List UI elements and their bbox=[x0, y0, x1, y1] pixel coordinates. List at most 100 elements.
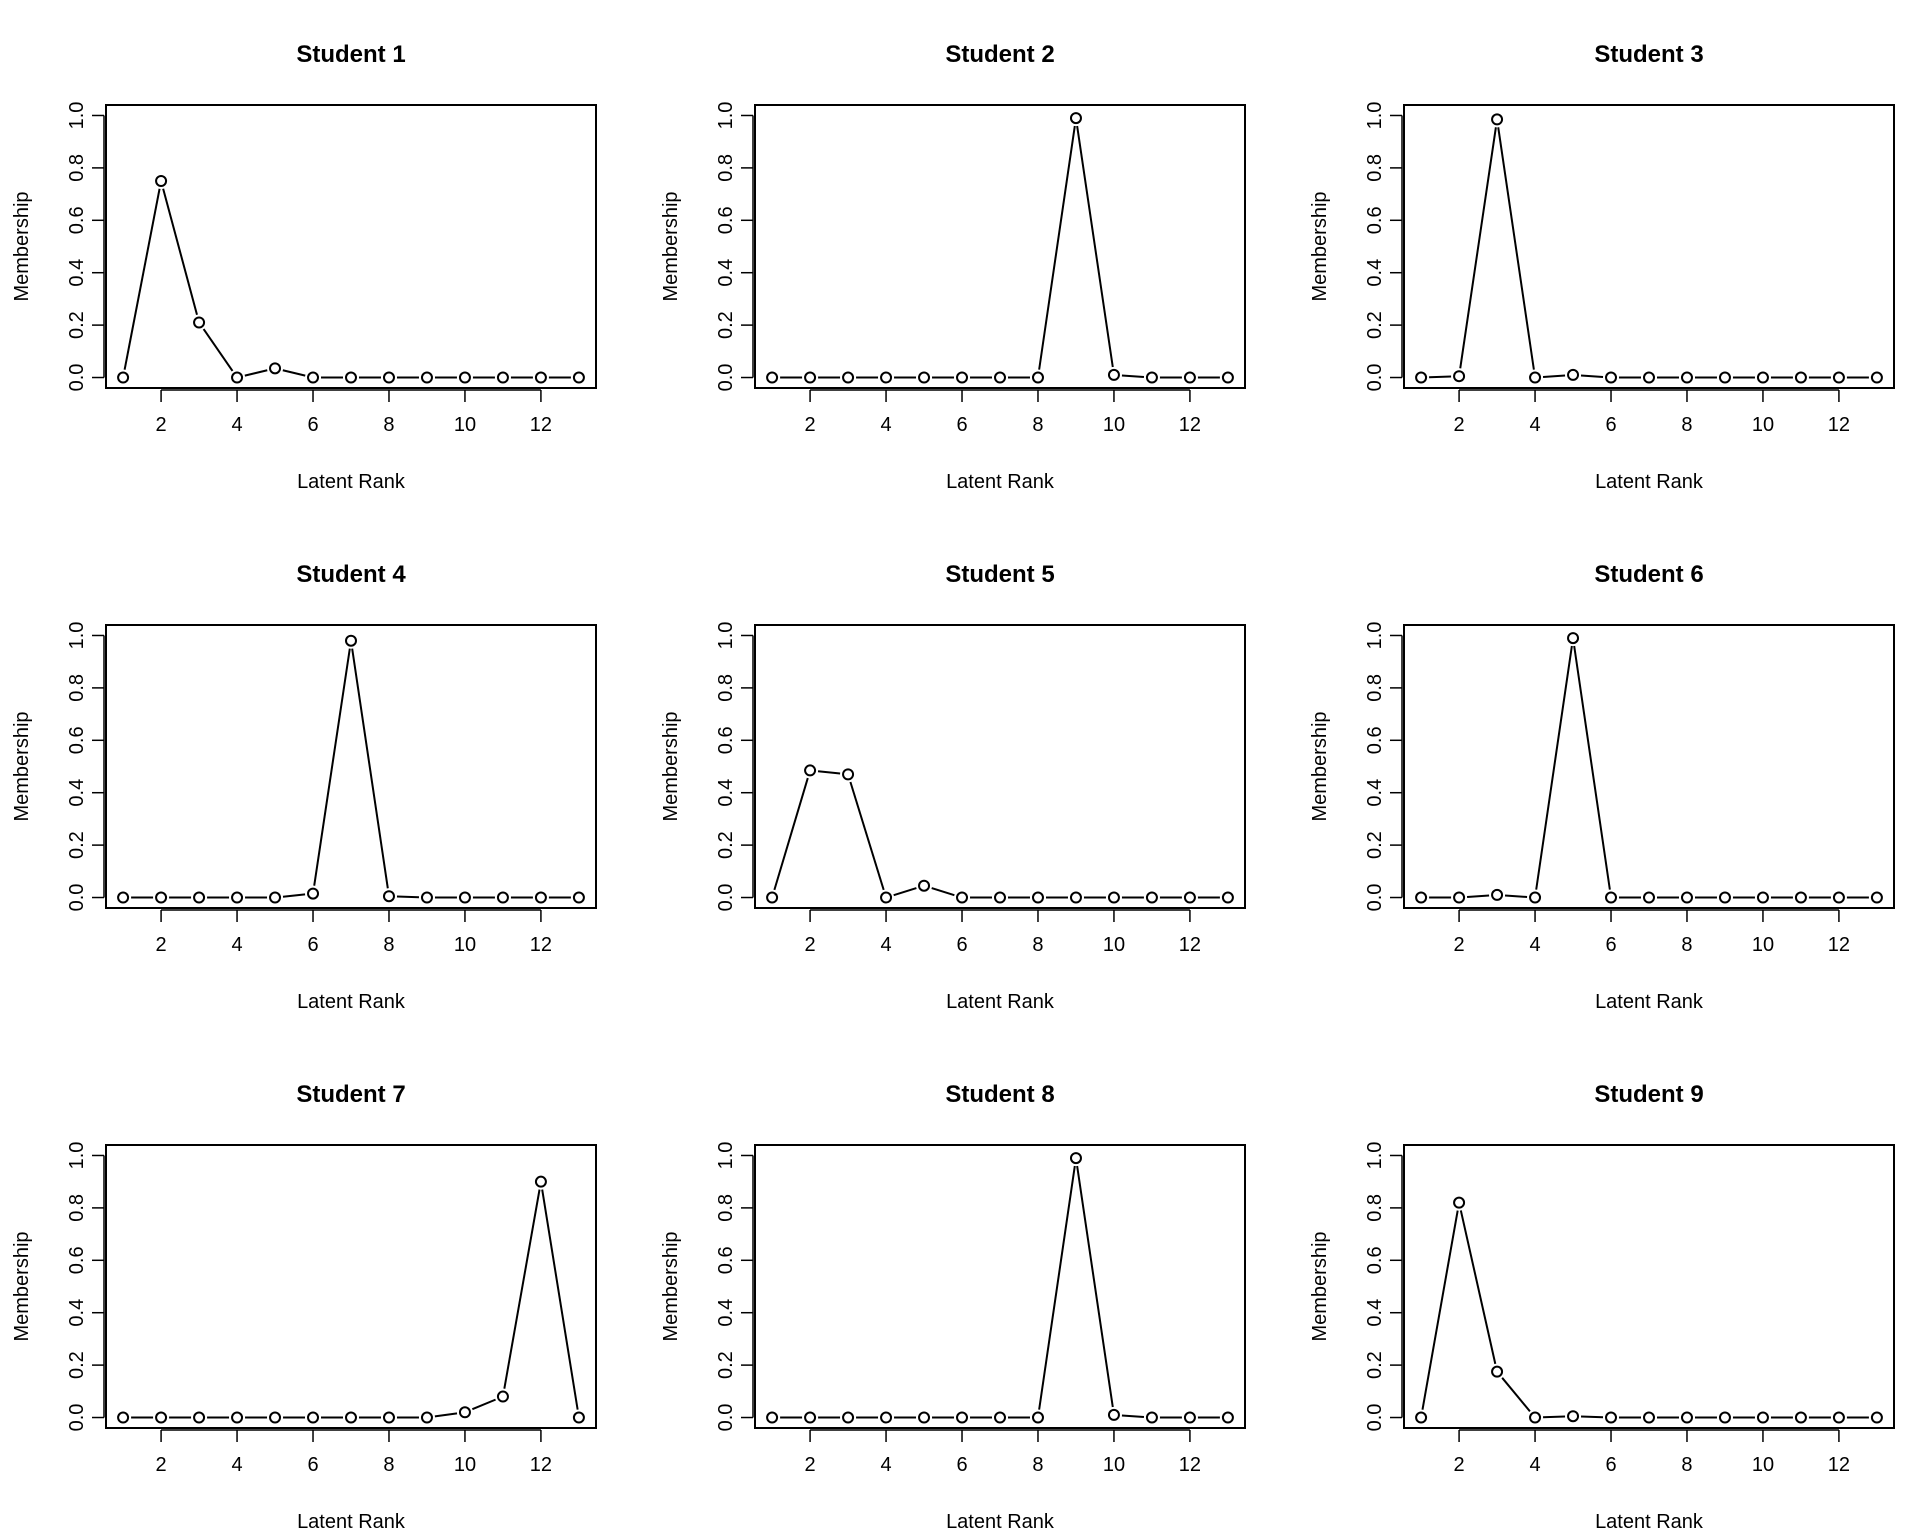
x-tick-label: 2 bbox=[805, 414, 816, 436]
y-tick-label: 0.4 bbox=[1364, 779, 1386, 807]
panel-student-3: Student 3 2 4 6 8 10 12 0.0 0.2 0.4 0.6 0.8 1.0 Laten… bbox=[1309, 41, 1895, 493]
data-point-rank-12 bbox=[1183, 1411, 1196, 1424]
data-point-rank-1 bbox=[1415, 1411, 1428, 1424]
data-point-rank-7 bbox=[1643, 891, 1655, 904]
y-tick-label: 1.0 bbox=[1364, 1142, 1386, 1170]
panel-title: Student 6 bbox=[1594, 561, 1703, 588]
series-segment bbox=[1501, 1377, 1531, 1412]
data-point-rank-12 bbox=[534, 891, 547, 904]
data-point-rank-10 bbox=[1107, 891, 1120, 904]
x-tick-label: 6 bbox=[307, 1454, 318, 1476]
data-point-rank-6 bbox=[307, 887, 320, 900]
y-tick-label: 0.2 bbox=[715, 831, 737, 859]
y-tick-label: 1.0 bbox=[66, 102, 88, 130]
data-point-rank-7 bbox=[345, 371, 357, 384]
y-axis-label: Membership bbox=[11, 191, 33, 301]
data-point-rank-5 bbox=[918, 1411, 931, 1424]
plot-frame bbox=[105, 1144, 597, 1429]
data-point-rank-10 bbox=[1756, 891, 1769, 904]
y-tick-label: 0.0 bbox=[1364, 884, 1386, 912]
x-tick-label: 2 bbox=[1454, 1454, 1465, 1476]
plot-frame bbox=[1403, 104, 1895, 389]
plot-frame bbox=[754, 624, 1246, 909]
data-point-rank-3 bbox=[842, 1411, 855, 1424]
plot-frame bbox=[1403, 1144, 1895, 1429]
data-point-rank-2 bbox=[155, 1411, 168, 1424]
x-tick-label: 8 bbox=[1032, 934, 1043, 956]
y-tick-label: 0.2 bbox=[66, 831, 88, 859]
data-point-rank-13 bbox=[1221, 1411, 1234, 1424]
series-segment bbox=[1573, 645, 1611, 890]
x-axis-label: Latent Rank bbox=[1595, 991, 1704, 1013]
data-point-rank-5 bbox=[269, 362, 282, 375]
y-tick-label: 0.6 bbox=[1364, 1246, 1386, 1274]
y-tick-label: 0.6 bbox=[66, 206, 88, 234]
y-tick-label: 0.4 bbox=[66, 259, 88, 287]
series-segment bbox=[434, 1412, 458, 1418]
data-point-rank-10 bbox=[1756, 371, 1769, 384]
series-segment bbox=[1459, 127, 1497, 369]
data-point-rank-13 bbox=[1221, 891, 1234, 904]
data-point-rank-6 bbox=[1605, 891, 1618, 904]
panel-student-1: Student 1 2 4 6 8 10 12 0.0 0.2 0.4 0.6 0.8 1.0 Laten… bbox=[11, 41, 597, 493]
data-point-rank-9 bbox=[420, 1411, 433, 1424]
x-tick-label: 2 bbox=[805, 1454, 816, 1476]
data-point-rank-9 bbox=[1069, 112, 1082, 125]
data-point-rank-12 bbox=[534, 371, 547, 384]
y-tick-label: 0.0 bbox=[715, 884, 737, 912]
series-segment bbox=[1535, 645, 1573, 890]
data-point-rank-8 bbox=[382, 1411, 395, 1424]
data-point-rank-10 bbox=[458, 891, 471, 904]
x-tick-label: 4 bbox=[880, 934, 891, 956]
x-tick-label: 12 bbox=[1828, 934, 1850, 956]
x-tick-label: 8 bbox=[1032, 1454, 1043, 1476]
y-tick-label: 0.4 bbox=[715, 779, 737, 807]
y-tick-label: 0.4 bbox=[715, 259, 737, 287]
series-segment bbox=[396, 895, 420, 899]
data-point-rank-10 bbox=[1756, 1411, 1769, 1424]
plot-frame bbox=[105, 624, 597, 909]
panel-student-8: Student 8 2 4 6 8 10 12 0.0 0.2 0.4 0.6 0.8 1.0 Laten… bbox=[660, 1081, 1246, 1533]
data-point-rank-4 bbox=[231, 891, 244, 904]
data-point-rank-9 bbox=[420, 371, 433, 384]
y-tick-label: 0.0 bbox=[66, 1404, 88, 1432]
data-point-rank-2 bbox=[1453, 891, 1466, 904]
y-axis-label: Membership bbox=[1309, 711, 1331, 821]
y-axis-label: Membership bbox=[11, 1231, 33, 1341]
x-tick-label: 4 bbox=[231, 934, 242, 956]
x-tick-label: 2 bbox=[805, 934, 816, 956]
panel-title: Student 1 bbox=[296, 41, 405, 68]
series-segment bbox=[282, 369, 306, 377]
x-tick-label: 6 bbox=[956, 934, 967, 956]
series-segment bbox=[313, 648, 351, 886]
x-tick-label: 2 bbox=[1454, 934, 1465, 956]
x-tick-label: 10 bbox=[1752, 414, 1774, 436]
data-point-rank-5 bbox=[918, 371, 931, 384]
series-segment bbox=[202, 328, 234, 372]
data-point-rank-1 bbox=[117, 371, 130, 384]
y-tick-label: 0.6 bbox=[66, 1246, 88, 1274]
data-point-rank-11 bbox=[1794, 891, 1807, 904]
x-tick-label: 4 bbox=[1529, 1454, 1540, 1476]
series-segment bbox=[931, 887, 955, 897]
data-point-rank-10 bbox=[1107, 1408, 1120, 1421]
data-point-rank-13 bbox=[1870, 891, 1883, 904]
x-tick-label: 4 bbox=[231, 414, 242, 436]
data-point-rank-6 bbox=[307, 1411, 320, 1424]
y-tick-label: 0.8 bbox=[715, 674, 737, 702]
plot-frame bbox=[754, 1144, 1246, 1429]
data-point-rank-13 bbox=[572, 371, 585, 384]
y-tick-label: 0.0 bbox=[66, 884, 88, 912]
data-point-rank-2 bbox=[1453, 1196, 1466, 1209]
x-tick-label: 6 bbox=[307, 414, 318, 436]
series-segment bbox=[773, 777, 809, 891]
y-axis-label: Membership bbox=[1309, 191, 1331, 301]
panel-title: Student 4 bbox=[296, 561, 406, 588]
x-tick-label: 12 bbox=[1179, 414, 1201, 436]
x-tick-label: 8 bbox=[1032, 414, 1043, 436]
x-tick-label: 6 bbox=[1605, 414, 1616, 436]
panel-student-5: Student 5 2 4 6 8 10 12 0.0 0.2 0.4 0.6 0.8 1.0 Laten… bbox=[660, 561, 1246, 1013]
data-point-rank-6 bbox=[956, 1411, 969, 1424]
plot-frame bbox=[1403, 624, 1895, 909]
data-point-rank-7 bbox=[994, 371, 1006, 384]
